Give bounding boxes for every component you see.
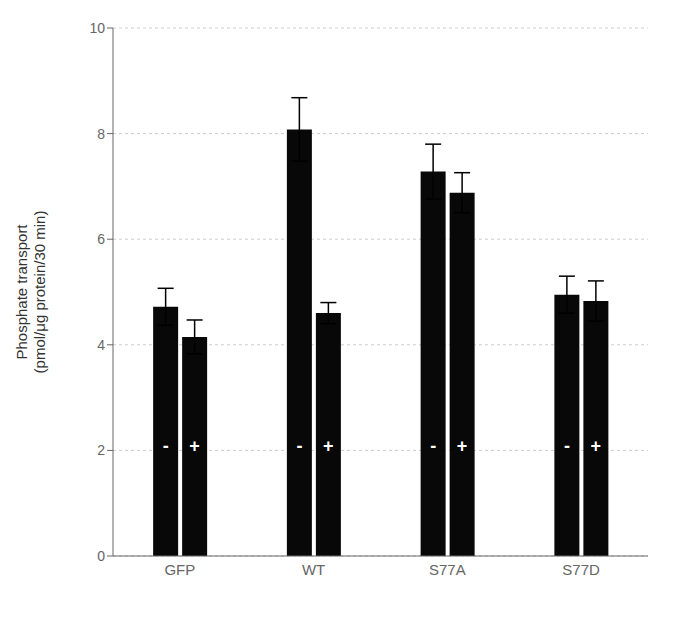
svg-text:-: - [430, 436, 436, 456]
svg-text:+: + [591, 436, 602, 456]
svg-text:-: - [296, 436, 302, 456]
svg-text:GFP: GFP [164, 561, 195, 578]
svg-text:+: + [457, 436, 468, 456]
svg-text:+: + [323, 436, 334, 456]
svg-text:-: - [564, 436, 570, 456]
svg-text:10: 10 [89, 20, 105, 36]
svg-text:8: 8 [97, 126, 105, 142]
svg-text:+: + [189, 436, 200, 456]
svg-text:S77A: S77A [429, 561, 466, 578]
svg-text:0: 0 [97, 548, 105, 564]
svg-text:Phosphate transport(pmol/μg pr: Phosphate transport(pmol/μg protein/30 m… [13, 211, 48, 374]
svg-text:WT: WT [302, 561, 325, 578]
svg-text:6: 6 [97, 231, 105, 247]
svg-text:-: - [163, 436, 169, 456]
svg-text:2: 2 [97, 442, 105, 458]
svg-text:S77D: S77D [562, 561, 600, 578]
svg-text:4: 4 [97, 337, 105, 353]
